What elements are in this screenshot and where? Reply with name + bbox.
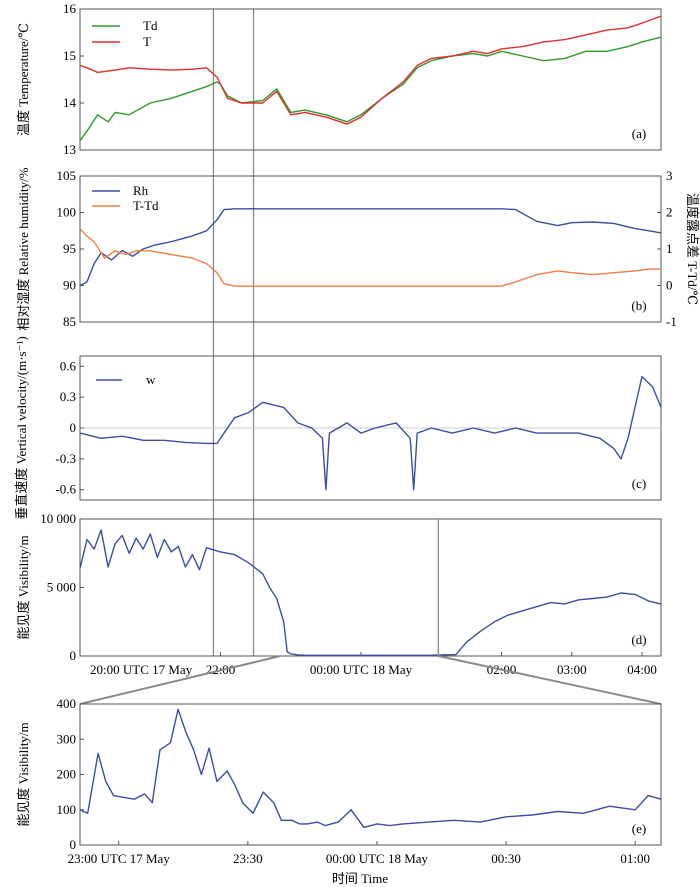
panel-c-ylabel: 垂直速度 Vertical velocity/(m·s⁻¹) <box>14 336 29 519</box>
panel-b-frame <box>79 175 662 323</box>
panel-label: (c) <box>632 476 646 491</box>
panel-label: (a) <box>632 126 646 141</box>
series-T-Td-line <box>79 228 661 287</box>
panel-d-ytick-label: 0 <box>70 648 77 663</box>
panel-a-frame <box>79 8 662 151</box>
series-Rh-line <box>79 208 662 287</box>
x-tick-label: 04:00 <box>627 662 657 677</box>
x-tick-label: 00:00 UTC 18 May <box>326 851 429 866</box>
panel-b-ytick-label: 100 <box>57 205 77 220</box>
panel-a-ytick-label: 13 <box>63 142 76 157</box>
legend-w-label: w <box>146 372 156 387</box>
series-T-line <box>79 15 662 125</box>
legend-T-Td-label: T-Td <box>133 198 159 213</box>
series-w-line <box>79 375 662 491</box>
x-tick-label: 23:00 UTC 17 May <box>68 851 171 866</box>
panel-b-ytick-right-label: 3 <box>666 168 673 183</box>
panel-c-ytick-label: -0.3 <box>55 451 76 466</box>
panel-d-ytick-label: 10 000 <box>40 511 76 526</box>
zoom-guide-left <box>79 655 281 705</box>
series-visibility-line <box>79 529 662 656</box>
panel-b-ytick-right-label: -1 <box>666 314 677 329</box>
panel-e-ytick-label: 300 <box>57 731 77 746</box>
panel-e-frame <box>79 703 662 846</box>
panel-d-ytick-label: 5 000 <box>47 580 76 595</box>
panel-e-ytick-label: 0 <box>70 837 77 852</box>
panel-b-ytick-right-label: 0 <box>666 278 673 293</box>
panel-e-ylabel: 能见度 Visibility/m <box>16 722 31 826</box>
panel-e-ytick-label: 100 <box>57 802 77 817</box>
panel-b-ytick-right-label: 1 <box>666 241 673 256</box>
panel-a-ylabel: 温度 Temperature/℃ <box>16 23 31 136</box>
legend-T-label: T <box>143 34 151 49</box>
panel-b-ytick-label: 90 <box>63 278 76 293</box>
panel-b-ytick-label: 85 <box>63 314 76 329</box>
x-tick-label: 20:00 UTC 17 May <box>90 662 193 677</box>
x-tick-label: 03:00 <box>557 662 587 677</box>
x-tick-label: 23:30 <box>233 851 263 866</box>
panel-c-ytick-label: 0 <box>70 420 77 435</box>
series-Td-line <box>79 36 662 142</box>
panel-c-ytick-label: 0.6 <box>60 358 77 373</box>
x-tick-label: 00:30 <box>491 851 521 866</box>
panel-d-ylabel: 能见度 Visibility/m <box>16 535 31 639</box>
panel-a-ytick-label: 16 <box>63 1 77 16</box>
panel-b-ytick-right-label: 2 <box>666 205 673 220</box>
panel-a-ytick-label: 14 <box>63 95 77 110</box>
panel-c-ytick-label: -0.6 <box>55 482 76 497</box>
x-tick-label: 01:00 <box>620 851 650 866</box>
legend-Rh-label: Rh <box>133 183 149 198</box>
panel-b-ylabel: 相对湿度 Relative humidity/% <box>16 167 31 330</box>
panel-b-ylabel-right: 温度露点差 T-Td/℃ <box>685 193 700 305</box>
panel-b-ytick-label: 95 <box>63 241 76 256</box>
x-axis-label: 时间 Time <box>332 871 388 886</box>
panel-c-ytick-label: 0.3 <box>60 389 76 404</box>
panel-label: (e) <box>632 821 646 836</box>
panel-e-ytick-label: 200 <box>57 767 77 782</box>
series-visibility-zoom-line <box>79 708 662 829</box>
panel-b-ytick-label: 105 <box>57 168 77 183</box>
legend-Td-label: Td <box>143 18 158 33</box>
x-tick-label: 00:00 UTC 18 May <box>310 662 413 677</box>
panel-label: (d) <box>631 632 646 647</box>
panel-label: (b) <box>631 298 646 313</box>
panel-d-frame <box>79 518 662 657</box>
panel-a-ytick-label: 15 <box>63 48 76 63</box>
zoom-guide-right <box>438 655 662 705</box>
panel-e-ytick-label: 400 <box>57 696 77 711</box>
